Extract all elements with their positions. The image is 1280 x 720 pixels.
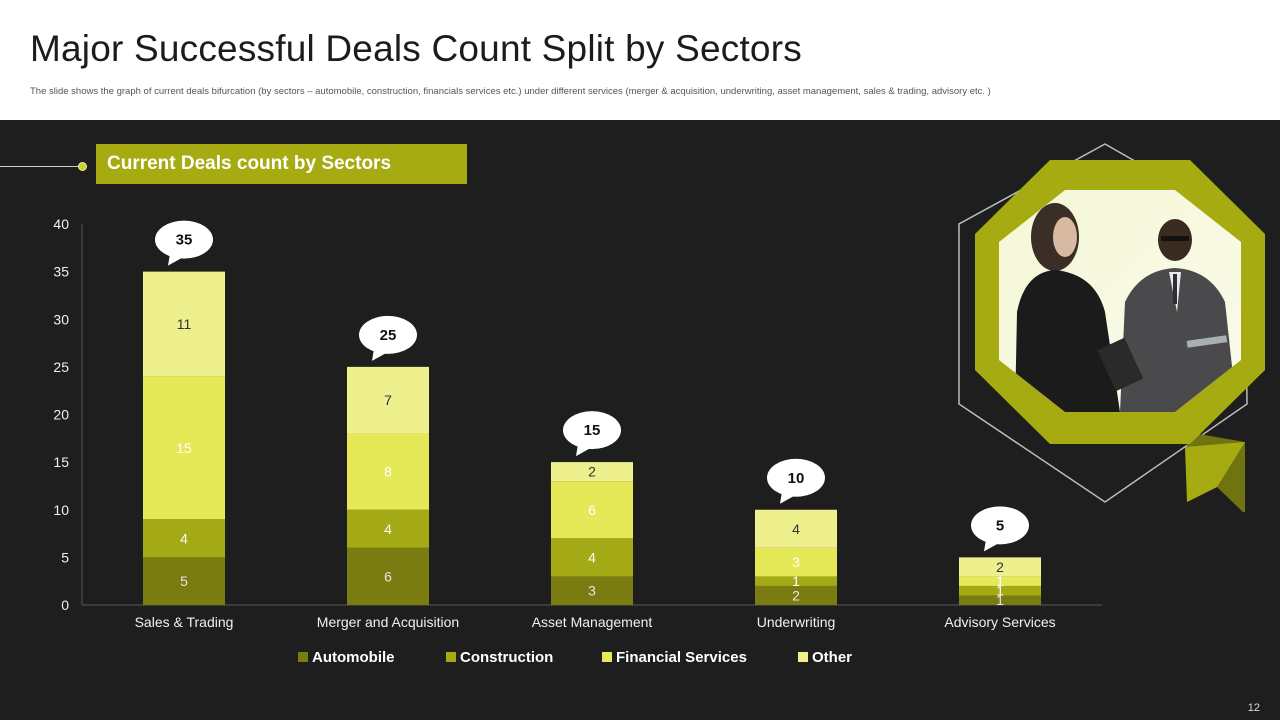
bar-segment [959,576,1041,586]
y-tick-label: 0 [61,597,69,613]
slide-title: Major Successful Deals Count Split by Se… [30,28,802,69]
bar-segment [143,519,225,558]
total-label: 25 [380,327,397,344]
ribbon-front [1185,442,1245,502]
y-tick-label: 5 [61,549,69,565]
y-tick-label: 35 [53,264,69,280]
woman-body [1015,270,1120,412]
data-label: 1 [996,592,1004,608]
x-tick-label: Asset Management [532,614,653,630]
callout-bubble [971,506,1029,545]
y-tick-label: 25 [53,359,69,375]
data-label: 2 [588,464,596,480]
data-label: 4 [180,530,188,546]
data-label: 4 [588,549,596,565]
bar-segment [551,538,633,577]
data-label: 6 [384,568,392,584]
y-tick-label: 10 [53,502,69,518]
bar-segment [143,271,225,377]
y-tick-label: 30 [53,311,69,327]
data-label: 2 [996,559,1004,575]
bar-segment [755,547,837,577]
bar-segment [347,509,429,548]
x-tick-label: Sales & Trading [135,614,234,630]
data-label: 5 [180,573,188,589]
slide-subtitle: The slide shows the graph of current dea… [30,86,991,97]
data-label: 1 [996,583,1004,599]
connector-line [0,166,80,167]
data-label: 2 [792,587,800,603]
section-heading: Current Deals count by Sectors [96,144,467,184]
total-label: 15 [584,422,601,439]
tablet [1186,335,1228,348]
bar-segment [755,585,837,605]
hexagon-photo-frame [958,143,1265,514]
data-label: 7 [384,392,392,408]
woman-face [1053,217,1077,257]
legend-swatch [798,652,808,662]
bar-segment [551,576,633,605]
data-label: 3 [588,583,596,599]
bar-segment [959,557,1041,577]
bar-segment [551,481,633,539]
legend-swatch [602,652,612,662]
legend-swatch [446,652,456,662]
y-tick-label: 20 [53,407,69,423]
callout-bubble [155,220,213,259]
y-tick-label: 40 [53,216,69,232]
data-label: 11 [177,316,192,332]
bar-segment [755,509,837,548]
legend-label: Financial Services [616,649,747,666]
data-label: 6 [588,502,596,518]
legend-swatch [298,652,308,662]
total-label: 35 [176,232,193,249]
bar-segment [347,366,429,434]
legend-label: Other [812,649,852,666]
total-label: 5 [996,517,1004,534]
data-label: 3 [792,554,800,570]
x-tick-label: Advisory Services [944,614,1055,630]
man-glasses [1161,236,1189,241]
legend-label: Automobile [312,649,395,666]
callout-bubble [359,315,417,354]
callout-bubble [767,458,825,497]
bar-segment [347,433,429,510]
data-label: 8 [384,464,392,480]
x-tick-label: Merger and Acquisition [317,614,459,630]
bar-segment [959,585,1041,596]
x-tick-label: Underwriting [757,614,836,630]
bar-segment [347,547,429,605]
data-label: 15 [176,440,192,456]
man-tie [1173,274,1177,304]
y-tick-label: 15 [53,454,69,470]
bar-segment [143,376,225,520]
bar-segment [551,462,633,482]
man-suit [1120,268,1237,412]
total-label: 10 [788,470,805,487]
data-label: 1 [792,573,800,589]
legend-label: Construction [460,649,553,666]
data-label: 4 [792,521,800,537]
bar-segment [143,557,225,605]
data-label: 1 [996,573,1004,589]
page-number: 12 [1247,702,1260,714]
connector-dot [78,162,87,171]
bar-segment [959,595,1041,605]
callout-bubble [563,411,621,450]
business-people-photo [955,142,1280,514]
bar-segment [755,576,837,586]
data-label: 4 [384,521,392,537]
folder [1097,337,1144,392]
